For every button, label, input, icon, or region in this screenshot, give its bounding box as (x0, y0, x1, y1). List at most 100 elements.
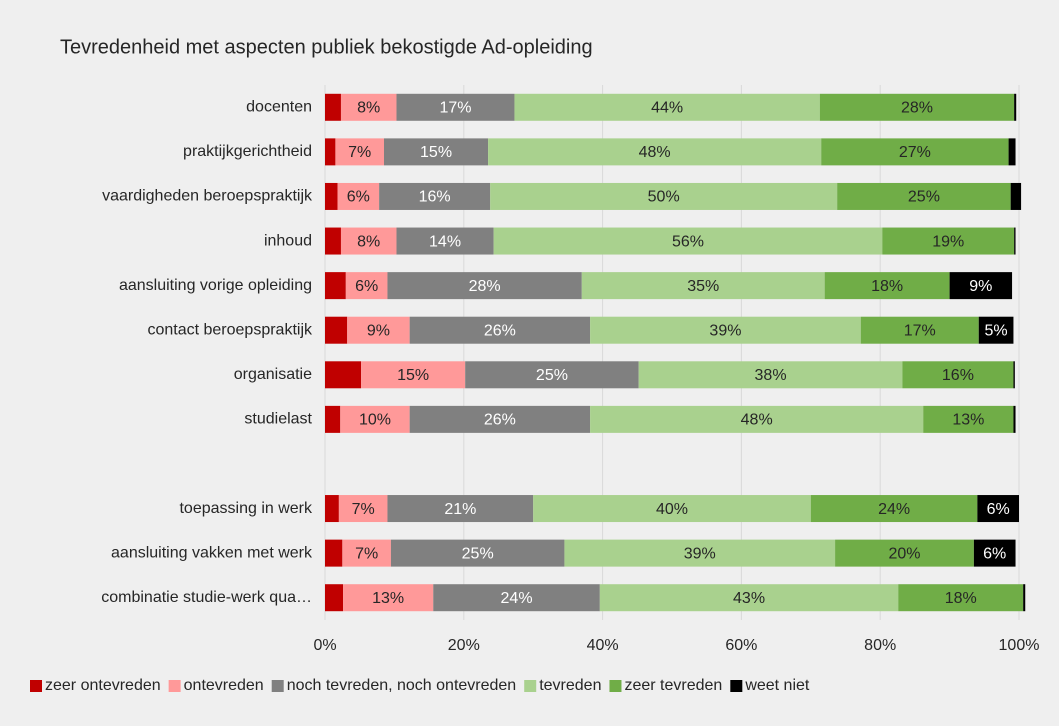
legend-label: noch tevreden, noch ontevreden (287, 677, 517, 694)
bar-segment (1010, 182, 1022, 210)
bar-segment (837, 182, 1011, 210)
bar-segment (325, 361, 362, 389)
bar-segment (325, 584, 344, 612)
bar-segment (396, 227, 494, 255)
data-label: 25% (536, 367, 568, 384)
bar-segment (898, 584, 1024, 612)
legend-label: zeer tevreden (624, 677, 722, 694)
legend-swatch (271, 680, 284, 692)
bar-segment (860, 316, 979, 344)
data-label: 6% (983, 545, 1006, 562)
y-tick-label: studielast (244, 411, 312, 428)
data-label: 16% (419, 189, 451, 206)
bar-segment (824, 272, 950, 300)
data-label: 9% (969, 278, 992, 295)
bar-segment (325, 272, 346, 300)
data-label: 26% (484, 322, 516, 339)
data-label: 50% (648, 189, 680, 206)
x-tick-label: 40% (587, 637, 619, 654)
bar-segment (396, 93, 515, 121)
bar-segment (325, 227, 341, 255)
bar-segment (490, 182, 838, 210)
data-label: 35% (687, 278, 719, 295)
y-tick-label: inhoud (264, 232, 312, 249)
bar-segment (325, 316, 348, 344)
data-label: 28% (901, 100, 933, 117)
data-label: 25% (908, 189, 940, 206)
bar-segment (387, 272, 582, 300)
bar-segment (581, 272, 825, 300)
bar-segment (1013, 361, 1015, 389)
bar-segment (345, 272, 388, 300)
data-label: 8% (357, 233, 380, 250)
bar-segment (882, 227, 1015, 255)
y-tick-label: aansluiting vakken met werk (111, 544, 313, 561)
bar-segment (902, 361, 1014, 389)
data-label: 13% (372, 590, 404, 607)
legend-swatch (524, 680, 537, 692)
data-label: 7% (352, 501, 375, 518)
y-tick-label: aansluiting vorige opleiding (119, 277, 312, 294)
y-tick-label: combinatie studie-werk qua… (101, 589, 312, 606)
bar-segment (340, 405, 410, 433)
data-label: 20% (888, 545, 920, 562)
bar-segment (1008, 138, 1016, 166)
data-label: 48% (741, 412, 773, 429)
data-label: 5% (985, 322, 1008, 339)
data-label: 18% (871, 278, 903, 295)
bar-segment (409, 405, 591, 433)
legend-swatch (730, 680, 743, 692)
bar-segment (1023, 584, 1026, 612)
bar-segment (325, 405, 341, 433)
bar-segment (810, 495, 978, 523)
bar-segment (340, 93, 397, 121)
y-tick-label: toepassing in werk (179, 500, 313, 517)
bar-segment (383, 138, 489, 166)
bar-segment (590, 405, 924, 433)
data-label: 16% (942, 367, 974, 384)
bar-segment (343, 584, 434, 612)
y-tick-label: contact beroepspraktijk (147, 321, 313, 338)
data-label: 15% (397, 367, 429, 384)
bar-segment (638, 361, 903, 389)
data-label: 21% (444, 501, 476, 518)
legend-swatch (609, 680, 622, 692)
bar-segment (338, 495, 388, 523)
bar-segment (819, 93, 1015, 121)
data-label: 7% (355, 545, 378, 562)
chart-title: Tevredenheid met aspecten publiek bekost… (60, 36, 593, 58)
bar-segment (325, 495, 339, 523)
data-label: 17% (439, 100, 471, 117)
x-tick-label: 0% (313, 637, 336, 654)
bar-segment (325, 138, 336, 166)
data-label: 13% (952, 412, 984, 429)
bar-segment (514, 93, 820, 121)
y-tick-label: vaardigheden beroepspraktijk (102, 188, 313, 205)
data-label: 6% (987, 501, 1010, 518)
bar-segment (835, 539, 974, 567)
bar-segment (325, 93, 341, 121)
y-tick-label: docenten (246, 99, 312, 116)
bar-segment (337, 182, 380, 210)
data-label: 6% (355, 278, 378, 295)
bar-segment (590, 316, 861, 344)
data-label: 24% (501, 590, 533, 607)
bar-segment (379, 182, 491, 210)
legend-swatch (168, 680, 181, 692)
bar-segment (340, 227, 397, 255)
legend-swatch (30, 680, 42, 692)
data-label: 39% (709, 322, 741, 339)
bar-segment (387, 495, 534, 523)
data-label: 38% (755, 367, 787, 384)
legend-label: tevreden (539, 677, 601, 694)
bar-segment (1014, 93, 1017, 121)
bar-segment (949, 272, 1013, 300)
bar-segment (325, 182, 338, 210)
data-label: 48% (639, 144, 671, 161)
data-label: 39% (684, 545, 716, 562)
data-label: 27% (899, 144, 931, 161)
legend-label: weet niet (744, 677, 810, 694)
data-label: 18% (945, 590, 977, 607)
data-label: 17% (904, 322, 936, 339)
bar-segment (433, 584, 600, 612)
